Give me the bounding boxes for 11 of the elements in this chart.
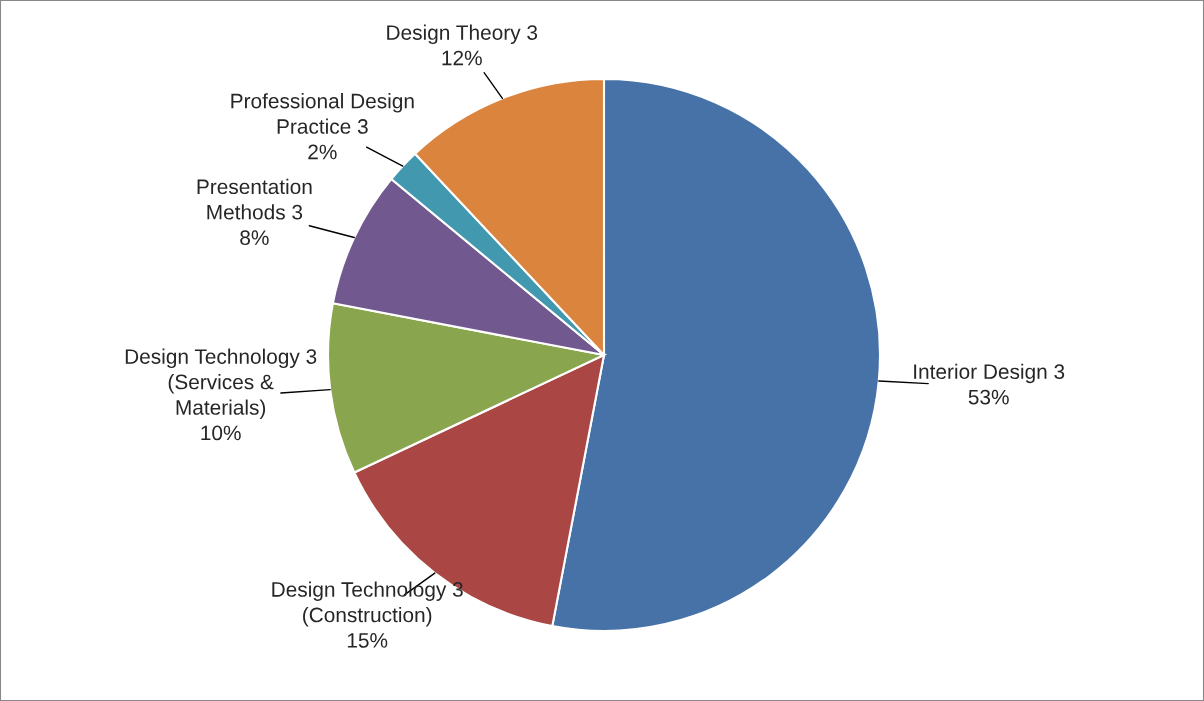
data-label: 15% xyxy=(347,633,388,648)
data-label: 12% xyxy=(442,50,482,66)
slice-label: Professional Design Practice 3 xyxy=(231,93,414,134)
slice-label: Presentation Methods 3 xyxy=(197,178,312,220)
slice-label: Interior Design 3 xyxy=(914,363,1065,384)
slice-label: Design Technology 3 (Services & Materials) xyxy=(125,348,317,419)
data-label: 10% xyxy=(201,425,241,441)
data-label: 8% xyxy=(240,230,269,246)
slice-label: Design Theory 3 xyxy=(387,24,538,45)
data-label: 53% xyxy=(968,389,1009,405)
data-label: 2% xyxy=(308,144,337,160)
